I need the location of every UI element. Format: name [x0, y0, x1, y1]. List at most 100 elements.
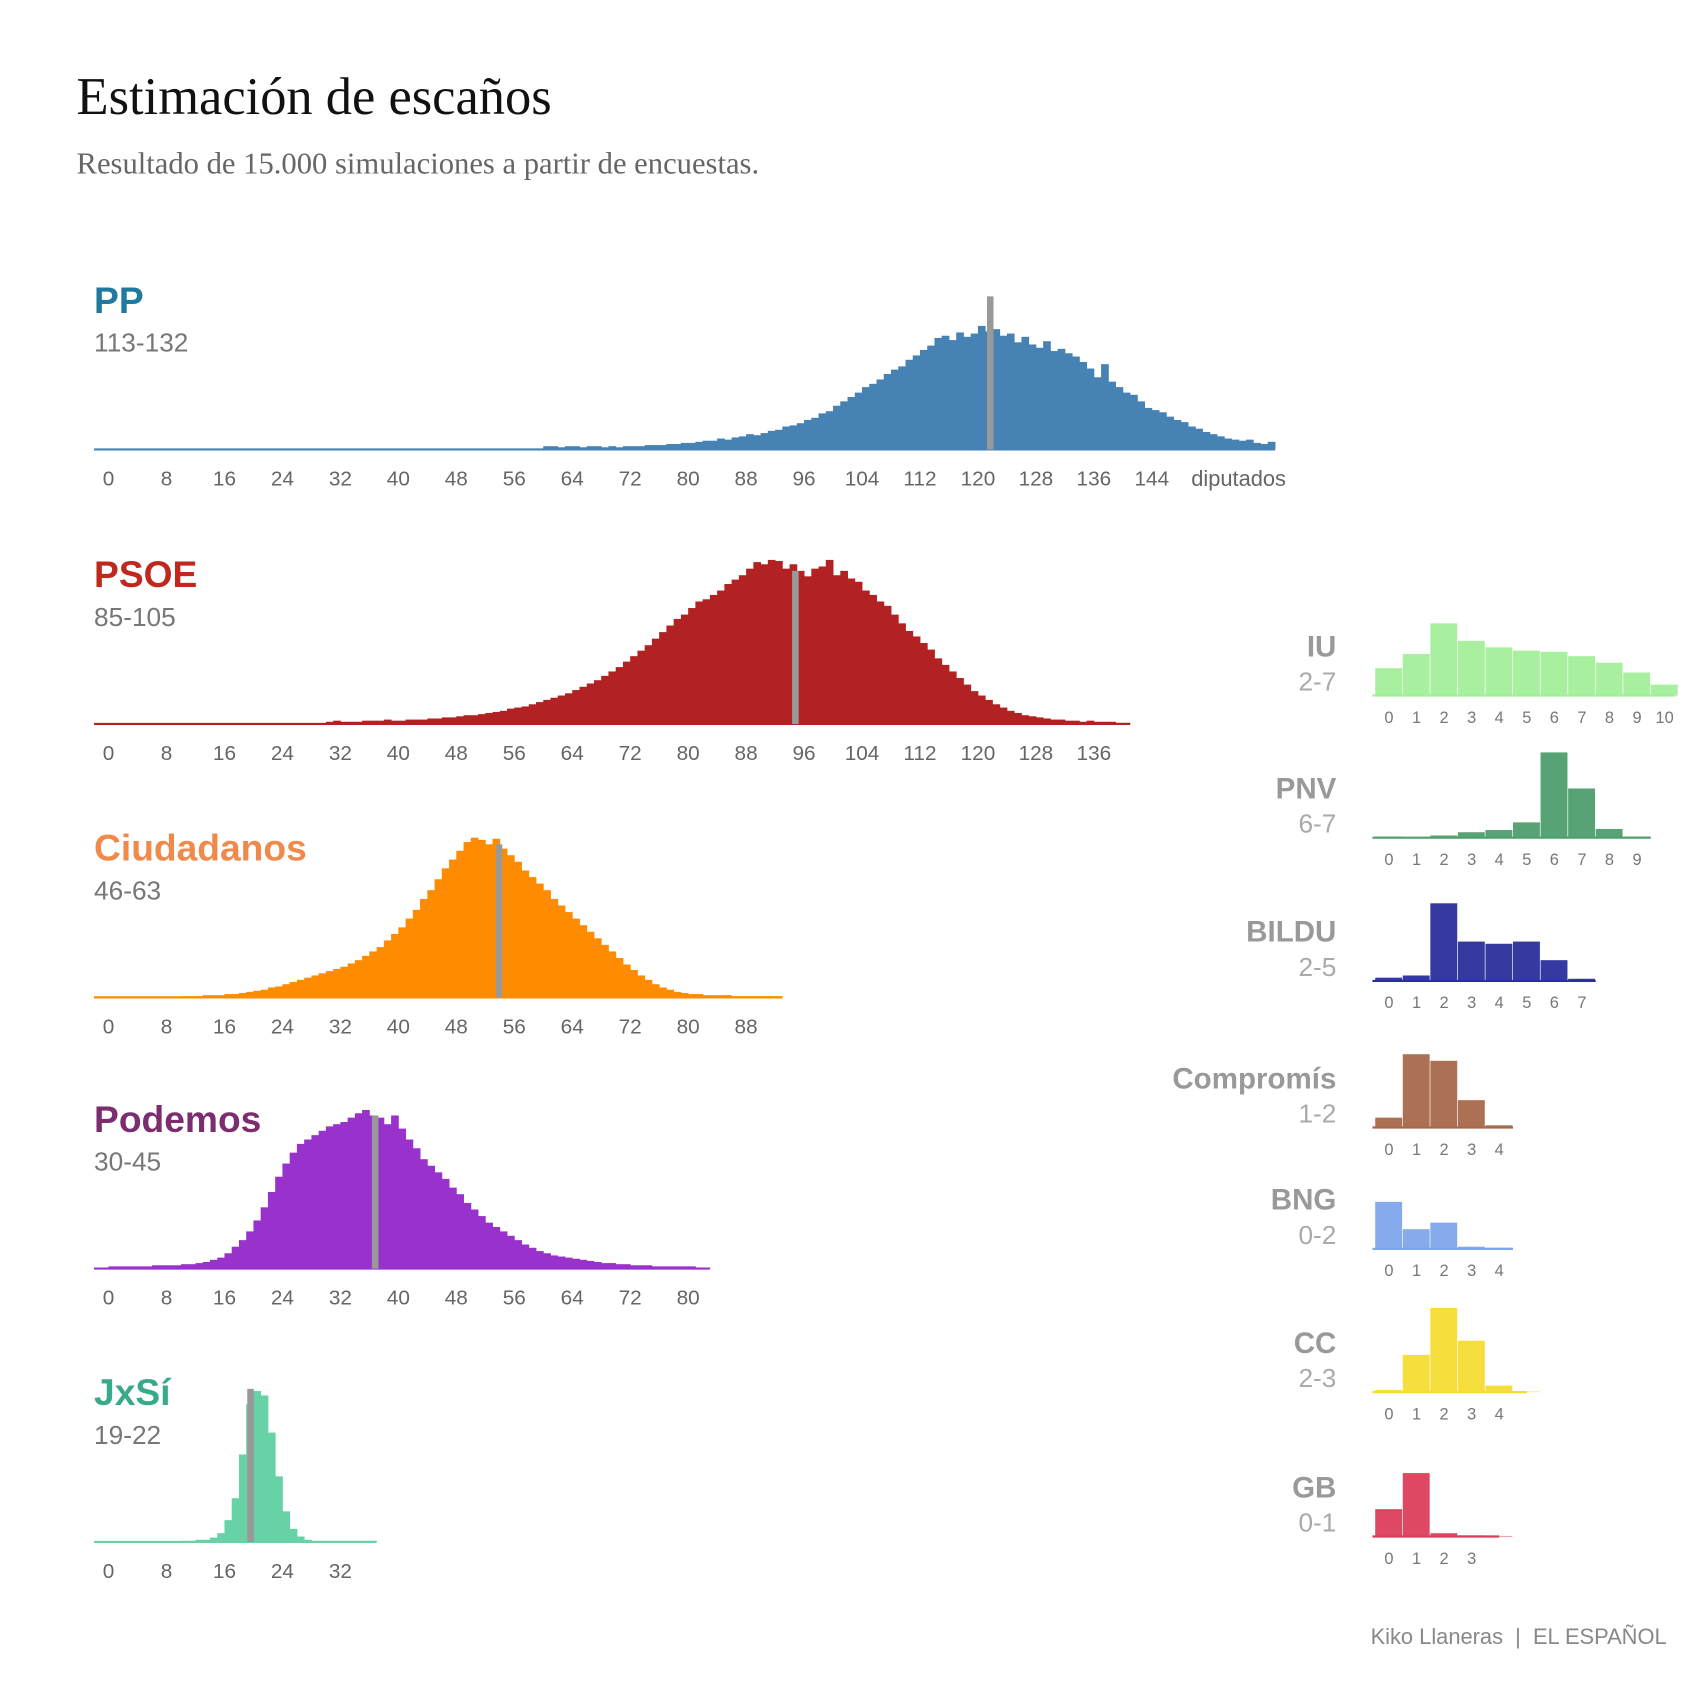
- bar: [1540, 651, 1568, 696]
- bar: [666, 1266, 675, 1269]
- x-tick-label: 3: [1467, 994, 1476, 1012]
- bar: [782, 426, 791, 450]
- x-tick-label: 9: [1632, 709, 1641, 727]
- bar: [209, 1259, 218, 1269]
- x-axis-label: diputados: [1191, 466, 1286, 491]
- bar: [586, 683, 595, 724]
- x-tick-label: 0: [103, 1015, 115, 1038]
- bar: [593, 1262, 602, 1269]
- bar: [188, 1264, 196, 1269]
- bar: [1043, 341, 1051, 450]
- x-tick-label: 0: [103, 468, 115, 491]
- bar: [304, 977, 312, 998]
- bar: [673, 618, 682, 724]
- bar: [724, 439, 733, 450]
- x-tick-label: 9: [1632, 851, 1641, 869]
- bar: [557, 447, 566, 450]
- bar: [398, 927, 407, 998]
- panel-title: JxSí: [94, 1371, 172, 1413]
- bar: [217, 1533, 225, 1542]
- x-tick-label: 40: [387, 1287, 410, 1310]
- bar: [1101, 364, 1109, 450]
- bar: [550, 898, 559, 998]
- bar: [1568, 978, 1596, 981]
- x-tick-label: 104: [845, 742, 880, 765]
- bar: [1086, 720, 1095, 724]
- bar: [1057, 348, 1066, 450]
- x-tick-label: 4: [1495, 709, 1504, 727]
- bar: [289, 982, 298, 998]
- bar: [651, 1266, 660, 1269]
- bar: [825, 559, 834, 724]
- bar: [383, 719, 392, 724]
- median-marker: [371, 1115, 379, 1269]
- panel-title: BNG: [1271, 1184, 1337, 1217]
- x-tick-label: 2: [1440, 1141, 1449, 1159]
- bar: [333, 1540, 341, 1542]
- bar: [550, 1255, 559, 1269]
- bar: [767, 996, 776, 998]
- bar: [717, 590, 725, 724]
- bar: [535, 702, 544, 724]
- bar: [615, 957, 624, 998]
- bar: [275, 1176, 283, 1269]
- bar: [1043, 718, 1051, 724]
- bar: [1513, 650, 1540, 696]
- bar: [1402, 1473, 1430, 1537]
- x-tick-label: 24: [271, 1287, 294, 1310]
- bar: [289, 1528, 298, 1542]
- bar: [992, 329, 1001, 450]
- x-tick-label: 56: [503, 1015, 526, 1038]
- x-tick-label: 64: [561, 1015, 584, 1038]
- bar: [1485, 1125, 1513, 1128]
- bar: [1006, 333, 1015, 450]
- bar: [1028, 716, 1037, 724]
- bar: [1014, 342, 1022, 450]
- bar: [659, 987, 667, 998]
- bar: [637, 650, 646, 724]
- bar: [782, 568, 791, 724]
- x-tick-label: 1: [1412, 709, 1421, 727]
- bar: [405, 1139, 414, 1269]
- x-tick-label: 4: [1495, 1262, 1504, 1280]
- x-tick-label: 8: [161, 1287, 173, 1310]
- x-tick-label: 80: [677, 468, 700, 491]
- bar: [449, 859, 457, 998]
- bar: [1050, 719, 1059, 724]
- bar: [738, 575, 747, 724]
- bar: [224, 1253, 233, 1269]
- source: Kiko Llaneras | EL ESPAÑOL: [1371, 1624, 1667, 1649]
- bar: [688, 994, 696, 998]
- x-tick-label: 4: [1495, 851, 1504, 869]
- bar: [1485, 1535, 1513, 1537]
- bar: [173, 1265, 182, 1269]
- x-tick-label: 64: [561, 742, 584, 765]
- bar: [1430, 623, 1458, 696]
- bar: [695, 601, 704, 724]
- bar: [188, 996, 196, 998]
- bar: [1122, 722, 1131, 724]
- bar: [579, 1259, 588, 1269]
- x-tick-label: 32: [329, 1287, 352, 1310]
- bar: [1402, 975, 1430, 981]
- bar: [180, 996, 189, 998]
- bar: [695, 1267, 704, 1269]
- bar: [1457, 640, 1485, 696]
- x-tick-label: 8: [1605, 851, 1614, 869]
- x-tick-label: 2: [1440, 1405, 1449, 1423]
- bar: [948, 671, 957, 724]
- bar: [456, 716, 464, 724]
- bar: [1086, 368, 1095, 450]
- panel-subtitle: 30-45: [94, 1147, 161, 1177]
- bar: [528, 704, 537, 724]
- bar: [478, 714, 486, 724]
- bar: [391, 1115, 399, 1269]
- bar: [130, 1266, 138, 1269]
- bar: [796, 423, 805, 450]
- bar: [441, 717, 450, 724]
- bar: [1173, 419, 1182, 450]
- bar: [811, 568, 819, 724]
- bar: [985, 699, 993, 724]
- x-tick-label: 88: [735, 1015, 758, 1038]
- x-tick-label: 2: [1440, 1262, 1449, 1280]
